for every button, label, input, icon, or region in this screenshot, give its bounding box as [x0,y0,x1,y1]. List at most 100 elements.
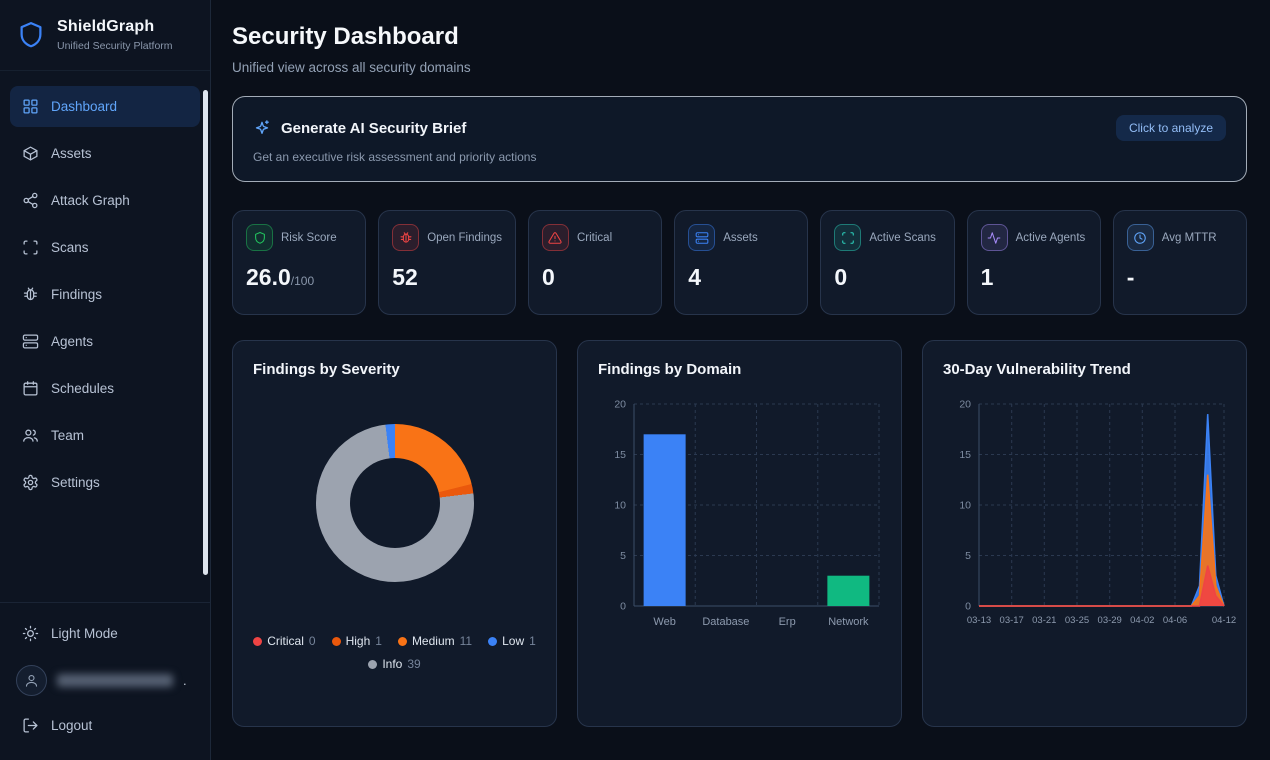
domain-chart-card: Findings by Domain 0 5 10 15 20 Web Database Er… [577,340,902,727]
box-icon [22,145,39,162]
sidebar-item-findings[interactable]: Findings [10,274,200,315]
sidebar-item-label: Scans [51,240,89,255]
shield-logo-icon [16,19,46,51]
stat-value: - [1126,264,1135,290]
legend-label: Critical [267,634,304,648]
sidebar-item-dashboard[interactable]: Dashboard [10,86,200,127]
stat-card-active-agents: Active Agents 1 [966,210,1101,315]
stat-value: 1 [980,264,994,290]
svg-text:03-29: 03-29 [1098,615,1122,626]
legend-value: 1 [375,634,382,648]
stat-label: Active Scans [869,231,936,244]
svg-text:04-02: 04-02 [1130,615,1154,626]
svg-text:04-06: 04-06 [1163,615,1187,626]
avatar [16,665,47,696]
sidebar-item-assets[interactable]: Assets [10,133,200,174]
legend-dot [488,636,498,646]
stat-card-critical: Critical 0 [527,210,663,315]
clock-icon [1126,224,1154,251]
legend-item-high[interactable]: High 1 [331,634,382,648]
svg-text:04-12: 04-12 [1212,615,1236,626]
alert-icon [541,224,569,251]
legend-item-info[interactable]: Info 39 [368,657,421,671]
sidebar-item-label: Assets [51,146,92,161]
stat-value: 52 [392,264,418,290]
svg-text:20: 20 [959,399,971,411]
legend-item-medium[interactable]: Medium 11 [397,634,473,648]
user-name-redacted [57,674,173,687]
bug-icon [392,224,420,251]
sidebar-item-agents[interactable]: Agents [10,321,200,362]
grid-icon [22,98,39,115]
main-content: Security Dashboard Unified view across a… [211,0,1270,760]
chart-title-domain: Findings by Domain [598,361,742,378]
sidebar-item-attack-graph[interactable]: Attack Graph [10,180,200,221]
legend-label: High [345,634,371,648]
trend-area-chart: 0 5 10 15 20 03-13 03-17 03-21 03-25 03-29 04-02 04… [943,392,1236,647]
sidebar-item-team[interactable]: Team [10,415,200,456]
server-icon [688,224,716,251]
svg-text:Erp: Erp [779,616,796,628]
app-logo: ShieldGraph Unified Security Platform [0,0,210,71]
scan-icon [834,224,862,251]
sidebar-nav: Dashboard Assets Attack Graph Scans Findings… [0,71,210,602]
sidebar-item-label: Dashboard [51,99,118,114]
sidebar-scrollbar[interactable] [203,90,208,575]
stat-card-assets: Assets 4 [674,210,809,315]
stat-label: Assets [723,231,758,244]
ai-brief-subtitle: Get an executive risk assessment and pri… [253,150,537,164]
sidebar-item-label: Settings [51,475,100,490]
chart-title-severity: Findings by Severity [253,361,400,378]
svg-text:Database: Database [702,616,749,628]
legend-dot [397,636,407,646]
users-icon [22,427,39,444]
settings-icon [22,474,39,491]
page-title: Security Dashboard [232,23,459,50]
sidebar-item-scans[interactable]: Scans [10,227,200,268]
user-name-suffix: . [183,673,187,688]
stat-label: Avg MTTR [1161,231,1217,244]
share-icon [22,192,39,209]
stat-card-avg-mttr: Avg MTTR - [1112,210,1247,315]
sidebar-item-label: Findings [51,287,103,302]
legend-dot [331,636,341,646]
legend-label: Info [382,657,403,671]
stats-grid: Risk Score 26.0/100 Open Findings 52 Critica… [232,210,1247,315]
sidebar-item-settings[interactable]: Settings [10,462,200,503]
svg-text:20: 20 [614,399,626,411]
svg-text:0: 0 [620,601,626,613]
trend-chart-card: 30-Day Vulnerability Trend 0 5 10 15 20 03-13… [922,340,1247,727]
user-icon [24,673,39,688]
stat-value-suffix: /100 [290,274,315,288]
svg-text:15: 15 [614,449,626,461]
domain-bar-chart: 0 5 10 15 20 Web Database Erp Network [598,392,881,647]
stat-label: Critical [576,231,613,244]
svg-text:03-13: 03-13 [967,615,991,626]
user-profile[interactable]: . [10,656,200,705]
activity-icon [980,224,1008,251]
sidebar: ShieldGraph Unified Security Platform Da… [0,0,211,760]
light-mode-label: Light Mode [51,626,118,641]
severity-legend: Critical 0 High 1 Medium 11 Low 1 Info 39 [253,634,536,671]
analyze-button[interactable]: Click to analyze [1115,115,1226,141]
light-mode-toggle[interactable]: Light Mode [10,613,200,654]
svg-text:Network: Network [828,616,869,628]
sidebar-item-schedules[interactable]: Schedules [10,368,200,409]
ai-brief-banner[interactable]: Generate AI Security Brief Click to anal… [232,96,1247,182]
bug-icon [22,286,39,303]
legend-item-low[interactable]: Low 1 [488,634,536,648]
legend-value: 39 [407,657,421,671]
scan-icon [22,239,39,256]
shield-icon [246,224,273,251]
legend-value: 0 [308,634,316,648]
ai-brief-header: Generate AI Security Brief Click to anal… [253,115,1226,141]
logout-label: Logout [51,718,93,733]
legend-value: 11 [459,634,473,648]
logout-button[interactable]: Logout [10,705,200,746]
svg-text:03-25: 03-25 [1065,615,1089,626]
app-name: ShieldGraph [57,18,155,35]
severity-chart-card: Findings by Severity Critical 0 High 1 Mediu… [232,340,557,727]
legend-item-critical[interactable]: Critical 0 [253,634,316,648]
sidebar-item-label: Attack Graph [51,193,130,208]
svg-text:15: 15 [959,449,971,461]
